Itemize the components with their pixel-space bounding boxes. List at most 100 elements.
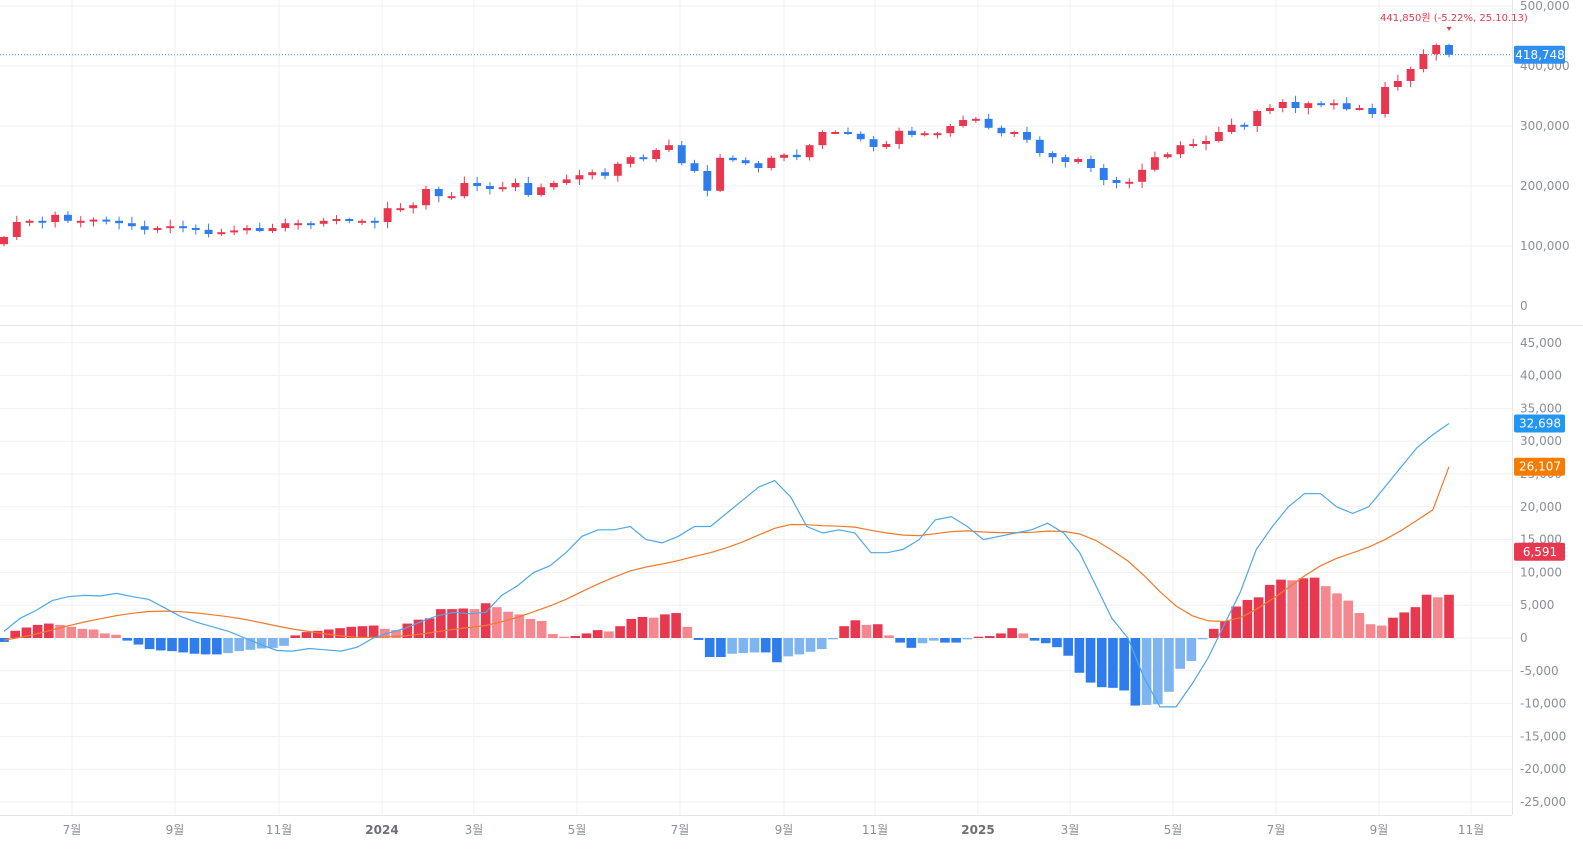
candle[interactable] — [741, 157, 750, 165]
candle[interactable] — [1291, 95, 1300, 114]
candle[interactable] — [191, 224, 200, 235]
candle[interactable] — [76, 216, 85, 228]
candle[interactable] — [255, 222, 264, 233]
candle[interactable] — [409, 202, 418, 214]
candle[interactable] — [345, 217, 354, 224]
candle[interactable] — [485, 182, 494, 195]
candle[interactable] — [12, 215, 21, 240]
candle[interactable] — [1023, 126, 1031, 143]
candle[interactable] — [268, 223, 277, 234]
candle[interactable] — [511, 178, 520, 192]
candle[interactable] — [601, 168, 609, 180]
candle[interactable] — [1189, 138, 1198, 148]
candle[interactable] — [153, 225, 162, 233]
candle[interactable] — [818, 130, 827, 150]
candle[interactable] — [140, 220, 149, 235]
candle[interactable] — [1419, 49, 1428, 73]
candle[interactable] — [1329, 99, 1338, 110]
macd-pane[interactable] — [0, 423, 1454, 708]
candle[interactable] — [370, 217, 379, 229]
candle[interactable] — [895, 127, 904, 149]
candle[interactable] — [1163, 152, 1172, 159]
candle[interactable] — [1202, 135, 1210, 151]
candle[interactable] — [1240, 122, 1249, 130]
candle[interactable] — [754, 161, 763, 173]
candle[interactable] — [946, 123, 955, 137]
candle[interactable] — [575, 169, 584, 185]
candle[interactable] — [1432, 43, 1441, 61]
candle[interactable] — [997, 125, 1006, 137]
candle[interactable] — [1445, 43, 1453, 58]
candle[interactable] — [243, 225, 251, 235]
candle[interactable] — [1125, 178, 1134, 189]
candle[interactable] — [1138, 163, 1147, 189]
candle[interactable] — [971, 116, 980, 123]
candle[interactable] — [63, 211, 72, 223]
candle[interactable] — [933, 131, 942, 139]
candle[interactable] — [767, 155, 776, 171]
candle[interactable] — [1150, 151, 1159, 172]
candle[interactable] — [1406, 66, 1415, 88]
candle[interactable] — [1266, 104, 1274, 115]
candle[interactable] — [166, 219, 175, 234]
candle[interactable] — [498, 181, 507, 192]
candle[interactable] — [1035, 136, 1044, 157]
candle[interactable] — [1214, 126, 1223, 143]
candle[interactable] — [1368, 103, 1377, 118]
candle[interactable] — [217, 228, 226, 236]
candle[interactable] — [677, 141, 686, 166]
candle[interactable] — [524, 176, 533, 197]
candle[interactable] — [1304, 101, 1313, 115]
candle[interactable] — [728, 155, 737, 162]
candle[interactable] — [549, 180, 558, 191]
candle[interactable] — [281, 218, 290, 232]
candle[interactable] — [294, 219, 303, 230]
candle[interactable] — [1010, 130, 1019, 138]
candle[interactable] — [332, 215, 341, 225]
candle[interactable] — [1355, 104, 1364, 111]
candle[interactable] — [25, 219, 34, 227]
candle[interactable] — [537, 183, 546, 197]
candle[interactable] — [1342, 97, 1351, 111]
candle[interactable] — [1278, 99, 1287, 113]
candle[interactable] — [1381, 81, 1390, 118]
candle[interactable] — [984, 113, 993, 130]
candle[interactable] — [319, 217, 328, 227]
candle[interactable] — [1253, 109, 1262, 133]
candle[interactable] — [230, 225, 239, 236]
candle[interactable] — [716, 154, 725, 193]
candle[interactable] — [447, 191, 456, 200]
candle[interactable] — [588, 169, 597, 180]
candle[interactable] — [792, 149, 801, 161]
candle[interactable] — [396, 203, 405, 212]
candle[interactable] — [1048, 151, 1057, 164]
candle[interactable] — [780, 153, 789, 162]
candle[interactable] — [1112, 176, 1121, 189]
candle[interactable] — [856, 131, 865, 142]
candle[interactable] — [51, 211, 60, 228]
candle[interactable] — [703, 165, 712, 197]
candle[interactable] — [562, 174, 571, 185]
candle[interactable] — [89, 217, 98, 227]
candle[interactable] — [1074, 157, 1083, 164]
candle[interactable] — [358, 218, 367, 226]
candle[interactable] — [102, 216, 111, 225]
candle[interactable] — [38, 216, 47, 229]
candle[interactable] — [306, 221, 315, 229]
candle[interactable] — [179, 220, 187, 233]
candle[interactable] — [690, 159, 699, 173]
candle[interactable] — [115, 216, 124, 230]
candle[interactable] — [805, 143, 814, 161]
candle[interactable] — [1393, 74, 1402, 91]
candle[interactable] — [869, 135, 878, 152]
price-pane[interactable]: 441,850원 (-5.22%, 25.10.13) — [0, 12, 1528, 247]
candle[interactable] — [383, 201, 392, 229]
candle[interactable] — [434, 186, 443, 203]
candle[interactable] — [920, 131, 929, 137]
candle[interactable] — [422, 185, 430, 210]
candle[interactable] — [1061, 154, 1070, 168]
candle[interactable] — [664, 139, 673, 153]
candle[interactable] — [1317, 101, 1326, 108]
candle[interactable] — [613, 161, 622, 182]
